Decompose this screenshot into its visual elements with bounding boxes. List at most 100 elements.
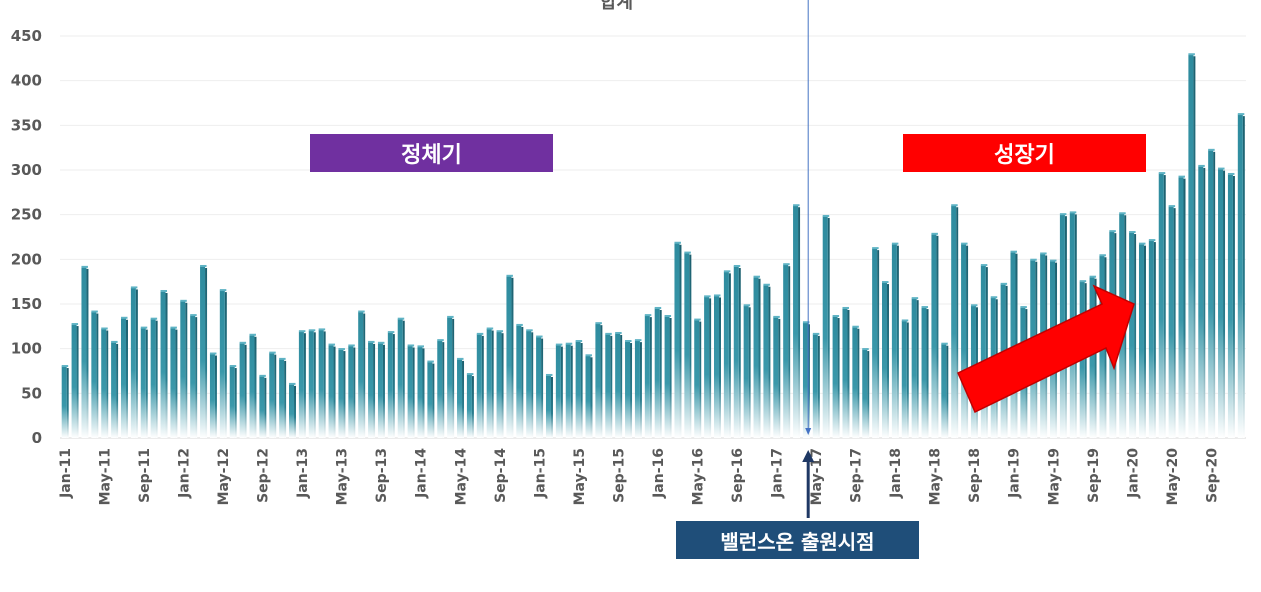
bar — [91, 310, 99, 438]
bar — [516, 323, 524, 438]
bar — [140, 326, 148, 438]
bar — [308, 329, 316, 438]
y-tick-label: 200 — [11, 250, 42, 268]
gridlines — [60, 35, 1246, 439]
bar — [1138, 242, 1146, 438]
bar — [120, 316, 128, 438]
bar — [437, 339, 445, 438]
bar — [466, 373, 474, 438]
bar — [941, 342, 949, 438]
bar — [1168, 205, 1176, 438]
bar — [605, 332, 613, 438]
x-tick-label: Jan-17 — [770, 448, 786, 499]
x-tick-label: Sep-18 — [967, 448, 983, 503]
x-tick-label: Sep-16 — [730, 448, 746, 503]
bar — [625, 340, 633, 438]
bar — [496, 330, 504, 438]
x-tick-label: Jan-18 — [888, 448, 904, 499]
bar — [457, 357, 465, 438]
y-tick-label: 150 — [11, 295, 42, 313]
x-tick-label: Jan-11 — [58, 448, 74, 499]
y-tick-label: 250 — [11, 206, 42, 224]
bar — [723, 270, 731, 438]
bar — [111, 340, 119, 438]
bar — [793, 204, 801, 438]
x-tick-label: May-18 — [928, 448, 944, 505]
bar — [259, 374, 267, 438]
x-tick-label: Jan-12 — [177, 448, 193, 499]
bar — [348, 344, 356, 438]
x-tick-label: May-12 — [216, 448, 232, 505]
x-tick-label: Jan-15 — [532, 448, 548, 499]
y-tick-label: 400 — [11, 72, 42, 90]
bar — [61, 365, 69, 438]
launch-pointer-arrow — [802, 450, 815, 518]
bar — [338, 348, 346, 438]
annotations — [802, 0, 1135, 518]
x-tick-label: Sep-13 — [374, 448, 390, 503]
bar — [1148, 239, 1156, 438]
x-tick-label: Sep-12 — [256, 448, 272, 503]
bar — [684, 251, 692, 438]
x-tick-label: Sep-15 — [611, 448, 627, 503]
bar — [209, 352, 217, 438]
bar — [694, 318, 702, 438]
bar — [417, 345, 425, 438]
x-tick-labels: Jan-11 May-11 Sep-11 Jan-12 May-12 Sep-12 Jan-… — [58, 448, 1220, 506]
bar — [427, 360, 435, 438]
bar — [961, 242, 969, 438]
bar — [130, 286, 138, 438]
bar — [644, 314, 652, 438]
bar — [170, 326, 178, 438]
bar — [773, 315, 781, 438]
bar — [407, 344, 415, 438]
x-tick-label: May-15 — [572, 448, 588, 505]
growth-trend-arrow — [957, 284, 1135, 414]
launch-point-label: 밸런스온 출원시점 — [676, 521, 919, 559]
bar — [980, 264, 988, 438]
y-tick-label: 50 — [21, 384, 42, 402]
bar — [200, 264, 208, 438]
bar — [713, 294, 721, 438]
y-tick-label: 450 — [11, 27, 42, 45]
x-tick-label: Sep-17 — [849, 448, 865, 503]
x-tick-label: Jan-19 — [1007, 448, 1023, 499]
bar — [368, 340, 376, 438]
bar — [1208, 148, 1216, 438]
x-tick-label: Sep-19 — [1086, 448, 1102, 503]
bar — [279, 357, 287, 438]
bar — [397, 317, 405, 438]
bar — [318, 328, 326, 438]
bar — [674, 241, 682, 438]
bar — [150, 317, 158, 438]
bar — [842, 306, 850, 438]
bar — [931, 232, 939, 438]
x-tick-label: May-20 — [1165, 448, 1181, 506]
bar — [1129, 231, 1137, 438]
x-tick-label: Jan-16 — [651, 448, 667, 499]
bar — [71, 323, 79, 438]
bar — [526, 329, 534, 438]
bar — [753, 275, 761, 438]
x-tick-label: Sep-11 — [137, 448, 153, 503]
x-tick-label: Jan-13 — [295, 448, 311, 499]
bar — [476, 332, 484, 438]
bar — [654, 306, 662, 438]
bar — [269, 351, 277, 438]
bar — [921, 306, 929, 438]
y-tick-label: 0 — [32, 429, 42, 447]
bar — [585, 354, 593, 438]
bar — [555, 343, 563, 438]
bar — [743, 304, 751, 438]
bar — [951, 204, 959, 438]
bar — [783, 263, 791, 438]
bars — [61, 53, 1245, 438]
bar — [358, 310, 366, 438]
bar — [832, 315, 840, 438]
bar — [377, 341, 385, 438]
bar — [872, 247, 880, 438]
bar — [219, 289, 227, 438]
bar — [802, 321, 810, 438]
